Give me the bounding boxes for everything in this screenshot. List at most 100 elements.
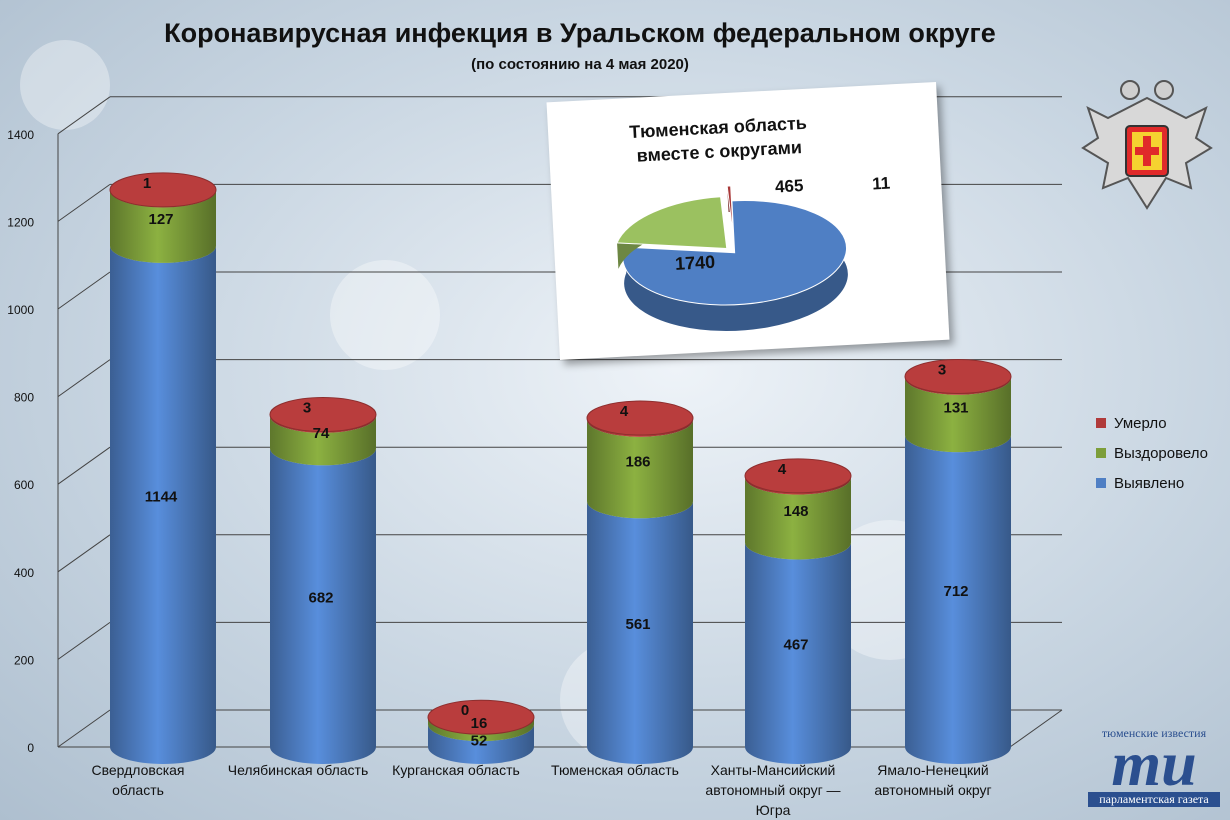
bar-top-cap (904, 358, 1012, 394)
bar-segment (905, 377, 1011, 453)
bar-top-cap (586, 400, 694, 436)
y-tick-label: 0 (27, 741, 34, 755)
newspaper-logo: тюменские известия ти парламентская газе… (1088, 726, 1220, 808)
logo-mark: ти (1111, 728, 1197, 799)
x-tick-label: Ямало-Ненецкий автономный округ (858, 760, 1008, 800)
bar-segment (745, 542, 851, 764)
x-tick-label-line: автономный округ — (705, 782, 841, 798)
grid-line (57, 271, 111, 310)
inset-pie-panel: Тюменская область вместе с округами 1740… (546, 81, 950, 361)
bar-segment (110, 245, 216, 765)
pie-data-label: 465 (775, 176, 804, 196)
legend-item: Умерло (1096, 408, 1208, 438)
chart-legend: Умерло Выздоровело Выявлено (1096, 408, 1208, 498)
bar-segment (270, 415, 376, 466)
grid-line (57, 359, 111, 398)
x-tick-label-line: область (112, 782, 164, 798)
bar-top-cap (427, 699, 535, 735)
bar-segment (587, 419, 693, 519)
data-label: 3 (303, 400, 311, 417)
x-tick-label: Свердловская область (63, 760, 213, 800)
bar-segment (587, 501, 693, 764)
x-tick-label-line: Ямало-Ненецкий (877, 762, 989, 778)
grid-line (57, 183, 111, 222)
data-label: 1144 (145, 488, 178, 505)
data-label: 186 (625, 454, 650, 471)
bar-segment (745, 477, 851, 560)
pie-slice-top (726, 185, 734, 238)
y-tick-label: 600 (14, 478, 34, 492)
x-tick-label: Ханты-Мансийский автономный округ — Югра (698, 760, 848, 820)
y-tick-label: 200 (14, 653, 34, 667)
data-label: 127 (148, 211, 173, 228)
grid-line (57, 621, 111, 660)
data-label: 16 (471, 715, 488, 732)
legend-item: Выздоровело (1096, 438, 1208, 468)
legend-item: Выявлено (1096, 468, 1208, 498)
x-tick-label-line: Тюменская область (551, 762, 679, 778)
x-tick-label: Челябинская область (223, 760, 373, 780)
legend-swatch (1096, 418, 1106, 428)
logo-bottom-text: парламентская газета (1088, 792, 1220, 807)
bar-top-cap (744, 458, 852, 494)
inset-pie-chart: 1740 465 11 (616, 174, 891, 331)
logo-top-text: тюменские известия (1101, 726, 1207, 740)
bar-stack: 682 743 (269, 397, 377, 764)
y-tick-label: 1400 (7, 128, 34, 142)
legend-swatch (1096, 478, 1106, 488)
bar-stack: 712 131 3 (904, 358, 1012, 764)
y-tick-label: 1200 (7, 215, 34, 229)
x-tick-label-line: Курганская область (392, 762, 520, 778)
data-label: 52 (471, 733, 488, 750)
floor-edge (1009, 709, 1063, 748)
chart-title: Коронавирусная инфекция в Уральском феде… (164, 18, 996, 48)
pie-slice (616, 196, 728, 269)
grid-line (57, 446, 111, 485)
data-label: 1 (143, 175, 151, 192)
data-label: 148 (783, 503, 808, 520)
bar-segment (270, 448, 376, 764)
data-label: 4 (778, 461, 787, 478)
y-tick-label: 400 (14, 566, 34, 580)
bar-stack: 467 148 4 (744, 458, 852, 764)
x-tick-label-line: Челябинская область (227, 762, 369, 778)
pie-data-label: 11 (872, 174, 891, 194)
grid-line (57, 96, 111, 135)
y-tick-label: 1000 (7, 303, 34, 317)
bar-stack: 561 186 4 (586, 400, 694, 764)
bar-top-cap (269, 397, 377, 433)
pie-slice (622, 200, 848, 331)
data-label: 3 (938, 361, 946, 378)
bar-stack: 1144 127 1 (109, 172, 217, 765)
bar-segment (428, 717, 534, 742)
pie-slice-top (616, 196, 728, 250)
bar-segment (110, 190, 216, 263)
x-tick-label-line: автономный округ (874, 782, 992, 798)
x-tick-label: Курганская область (381, 760, 531, 780)
data-label: 131 (943, 399, 968, 416)
x-tick-label-line: Ханты-Мансийский (710, 762, 836, 778)
data-label: 561 (625, 616, 650, 633)
pie-slice-top (622, 200, 847, 306)
legend-label: Умерло (1114, 414, 1167, 432)
grid-line (57, 709, 111, 748)
grid-line (57, 534, 111, 573)
data-label: 74 (313, 425, 330, 442)
data-label: 4 (620, 403, 629, 420)
x-tick-label-line: Свердловская (91, 762, 185, 778)
pie-slice-side (622, 200, 848, 331)
background-virus (20, 40, 110, 130)
bar-top-cap (109, 172, 217, 208)
eagle-emblem-icon (1081, 80, 1213, 210)
pie-data-label: 1740 (675, 252, 716, 274)
data-label: 467 (783, 637, 808, 654)
data-label: 0 (461, 702, 469, 719)
data-label: 712 (943, 583, 968, 600)
bar-segment (905, 435, 1011, 764)
x-tick-label: Тюменская область (540, 760, 690, 780)
chart-subtitle: (по состоянию на 4 мая 2020) (471, 56, 689, 73)
pie-slice (726, 185, 734, 238)
bar-segment (428, 724, 534, 764)
